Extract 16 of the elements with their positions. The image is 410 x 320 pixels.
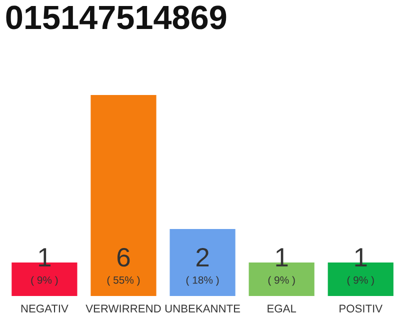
data-label: 6 xyxy=(117,248,130,267)
x-tick-label: EGAL xyxy=(268,304,296,312)
chart-title: 015147514869 xyxy=(6,6,226,30)
data-label: 1 xyxy=(39,248,50,266)
data-label: 1 xyxy=(355,248,367,266)
x-tick-label: VERWIRREND xyxy=(86,304,161,312)
annotation: ( 9% ) xyxy=(347,276,374,286)
data-label: 1 xyxy=(276,248,288,266)
data-label: 2 xyxy=(196,248,209,266)
x-tick-label: UNBEKANNTE xyxy=(165,304,240,312)
annotation: ( 9% ) xyxy=(31,276,58,286)
x-tick-label: NEGATIV xyxy=(21,304,68,312)
x-tick-label: POSITIV xyxy=(340,304,383,312)
annotation: ( 18% ) xyxy=(186,276,219,286)
annotation: ( 55% ) xyxy=(107,276,140,286)
annotation: ( 9% ) xyxy=(268,276,295,286)
